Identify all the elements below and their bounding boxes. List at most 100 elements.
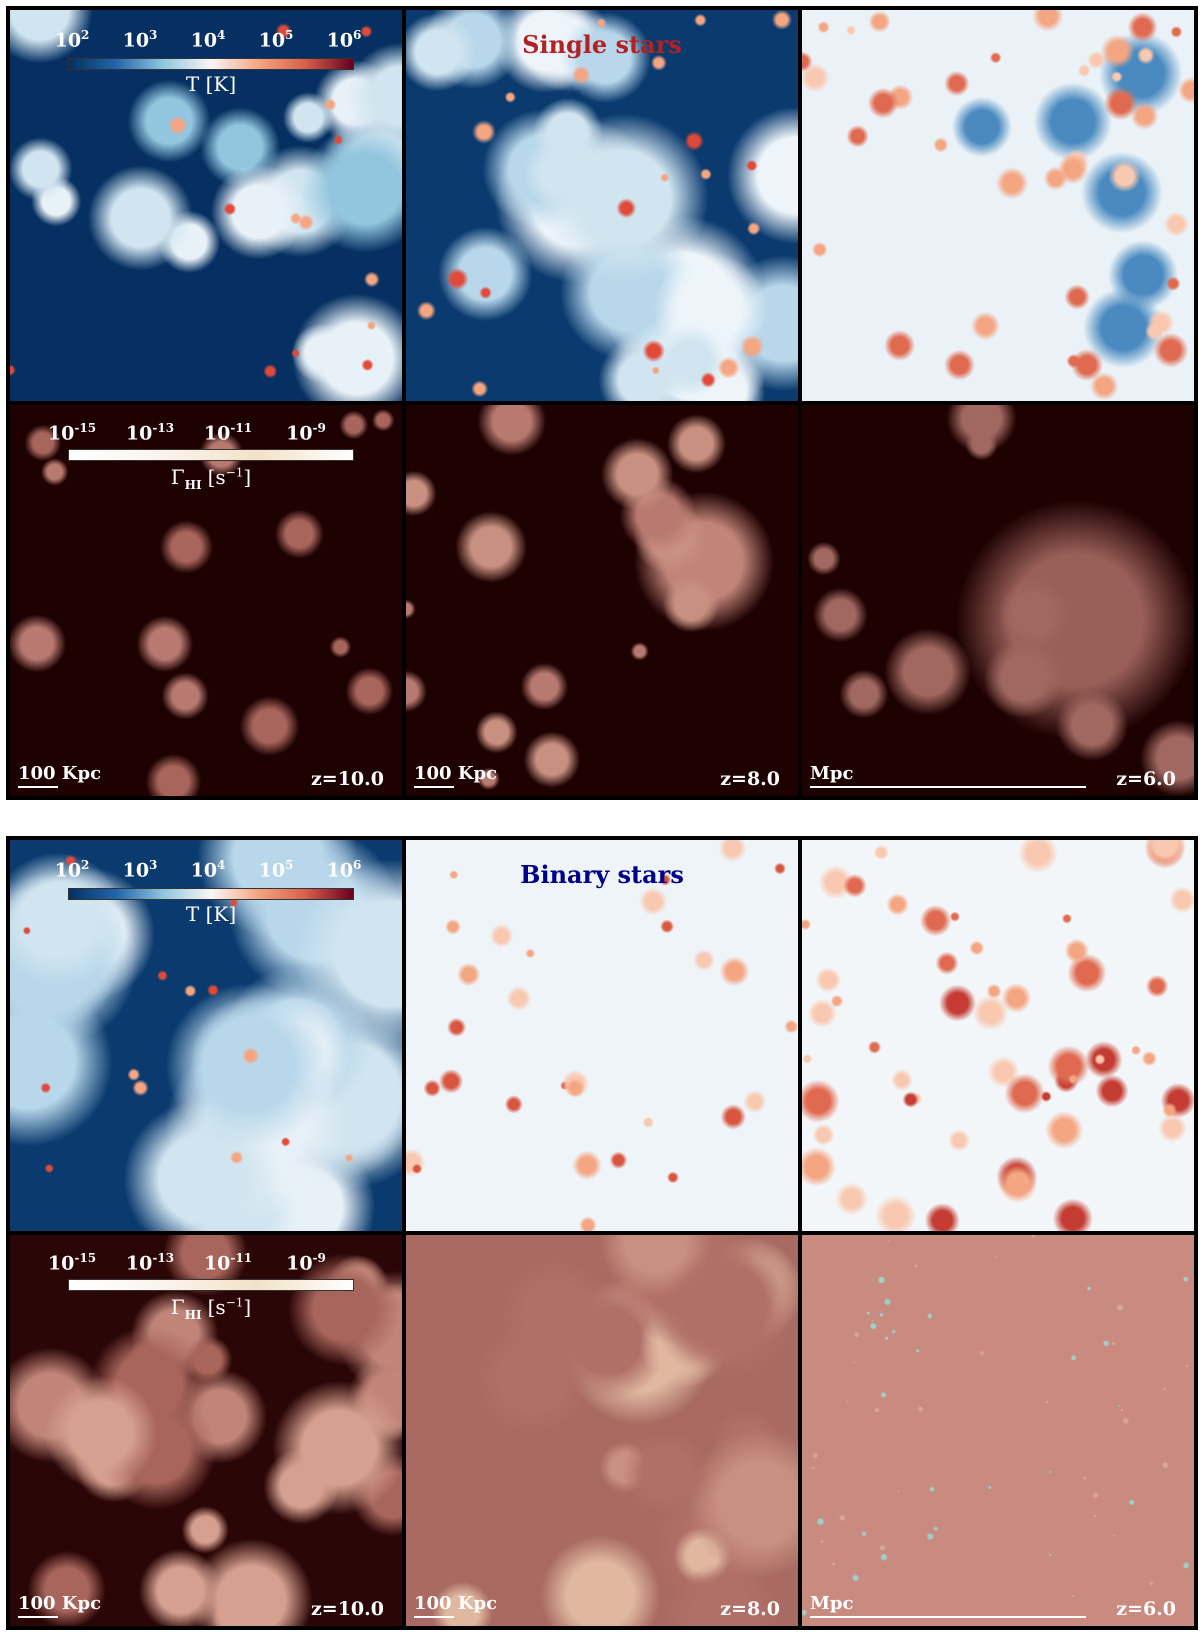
colorbar-tick-label: 106	[327, 858, 362, 881]
tick-base: 10	[286, 422, 313, 445]
colorbar-tick-label: 105	[259, 858, 294, 881]
redshift-label: z=10.0	[311, 1598, 384, 1620]
tick-base: 10	[203, 422, 231, 445]
block-title: Binary stars	[520, 860, 684, 889]
scale-bar-label: 100 Kpc	[414, 763, 498, 784]
tick-exponent: 2	[81, 28, 90, 42]
colorbar-label: T [K]	[186, 902, 236, 926]
colorbar-tick-label: 10-11	[204, 1251, 252, 1274]
tick-exponent: -13	[152, 1251, 175, 1265]
redshift-label: z=6.0	[1116, 1598, 1176, 1620]
colorbar-tick-label: 106	[327, 28, 362, 51]
tick-exponent: -9	[312, 421, 326, 435]
tick-base: 10	[125, 422, 153, 445]
redshift-label: z=8.0	[720, 768, 780, 790]
colorbar-label: T [K]	[186, 72, 236, 96]
label-unit-close: ]	[243, 465, 252, 489]
tick-exponent: 3	[149, 858, 158, 872]
figure-block: 102 103 104 105 106 T [K] Binary stars 10-15 10-…	[6, 836, 1198, 1630]
tick-exponent: 2	[81, 858, 90, 872]
tick-exponent: 6	[353, 28, 362, 42]
colorbar-tick-label: 10-15	[48, 1251, 96, 1274]
colorbar-tick-label: 10-13	[126, 1251, 174, 1274]
redshift-label: z=10.0	[311, 768, 384, 790]
colorbar	[68, 1279, 354, 1291]
label-subscript: HI	[184, 478, 202, 492]
tick-base: 10	[190, 859, 218, 882]
colorbar-tick-label: 105	[259, 28, 294, 51]
scale-bar	[810, 1616, 1086, 1618]
label-unit-close: ]	[243, 1295, 252, 1319]
temperature-map: 102 103 104 105 106 T [K]	[10, 840, 402, 1231]
tick-exponent: 3	[149, 28, 158, 42]
colorbar-tick-label: 10-13	[126, 421, 174, 444]
colorbar-tick-label: 104	[191, 28, 226, 51]
tick-exponent: 4	[217, 858, 226, 872]
tick-base: 10	[54, 29, 82, 52]
redshift-label: z=8.0	[720, 1598, 780, 1620]
temperature-map: 102 103 104 105 106 T [K]	[10, 10, 402, 401]
scale-bar-label: 100 Kpc	[18, 763, 102, 784]
tick-base: 10	[190, 29, 218, 52]
colorbar	[68, 888, 354, 900]
photoionization-map: 100 Kpc z=8.0	[406, 405, 798, 796]
photoionization-map: 10-15 10-13 10-11 10-9 ΓHI [s−1] 100 Kpc z=10.0	[10, 405, 402, 796]
temperature-map: Binary stars	[406, 840, 798, 1231]
colorbar-tick-label: 104	[191, 858, 226, 881]
photoionization-map: Mpc z=6.0	[802, 1235, 1194, 1626]
label-subscript: HI	[184, 1308, 202, 1322]
colorbar-tick-label: 10-9	[286, 421, 326, 444]
tick-exponent: -13	[152, 421, 175, 435]
tick-base: 10	[326, 29, 354, 52]
block-title: Single stars	[522, 30, 682, 59]
tick-exponent: -11	[230, 421, 253, 435]
label-text: T [K]	[185, 72, 237, 96]
colorbar-tick-label: 102	[55, 858, 90, 881]
tick-exponent: -9	[312, 1251, 326, 1265]
tick-base: 10	[286, 1252, 313, 1275]
tick-base: 10	[122, 29, 150, 52]
tick-exponent: -15	[74, 1251, 97, 1265]
colorbar	[68, 449, 354, 461]
colorbar-tick-label: 10-9	[286, 1251, 326, 1274]
label-unit-exponent: −1	[225, 465, 244, 480]
colorbar-tick-label: 103	[123, 858, 158, 881]
scale-bar-label: Mpc	[810, 763, 854, 784]
tick-base: 10	[122, 859, 150, 882]
scale-bar	[414, 786, 454, 788]
scale-bar	[18, 786, 58, 788]
photoionization-map: Mpc z=6.0	[802, 405, 1194, 796]
scale-bar-label: Mpc	[810, 1593, 854, 1614]
tick-base: 10	[54, 859, 82, 882]
photoionization-map: 10-15 10-13 10-11 10-9 ΓHI [s−1] 100 Kpc z=10.0	[10, 1235, 402, 1626]
tick-exponent: 6	[353, 858, 362, 872]
scale-bar-label: 100 Kpc	[414, 1593, 498, 1614]
tick-exponent: 5	[285, 858, 294, 872]
tick-base: 10	[258, 859, 286, 882]
scale-bar	[18, 1616, 58, 1618]
label-text: T [K]	[185, 902, 237, 926]
colorbar-label: ΓHI [s−1]	[171, 465, 251, 492]
tick-base: 10	[125, 1252, 153, 1275]
label-unit: [s	[207, 1295, 226, 1319]
tick-base: 10	[258, 29, 286, 52]
tick-base: 10	[203, 1252, 231, 1275]
colorbar-label: ΓHI [s−1]	[171, 1295, 251, 1322]
colorbar-tick-label: 10-15	[48, 421, 96, 444]
temperature-map	[802, 840, 1194, 1231]
colorbar-tick-label: 103	[123, 28, 158, 51]
scale-bar	[810, 786, 1086, 788]
label-unit: [s	[207, 465, 226, 489]
figure-block: 102 103 104 105 106 T [K] Single stars 10-15 10-…	[6, 6, 1198, 800]
photoionization-map: 100 Kpc z=8.0	[406, 1235, 798, 1626]
tick-base: 10	[326, 859, 354, 882]
colorbar-tick-label: 10-11	[204, 421, 252, 444]
redshift-label: z=6.0	[1116, 768, 1176, 790]
tick-exponent: 4	[217, 28, 226, 42]
label-symbol: Γ	[170, 465, 185, 489]
tick-exponent: -15	[74, 421, 97, 435]
label-symbol: Γ	[170, 1295, 185, 1319]
tick-exponent: -11	[230, 1251, 253, 1265]
